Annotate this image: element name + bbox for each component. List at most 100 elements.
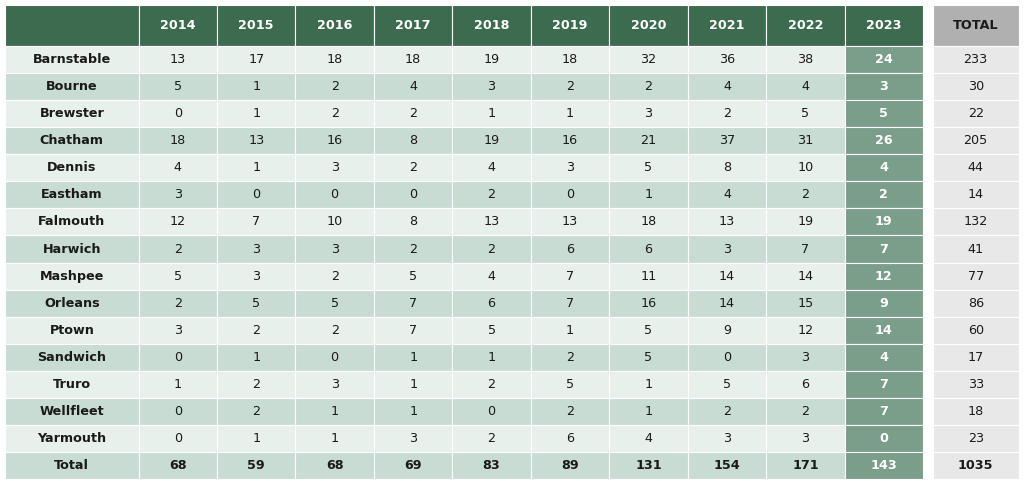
Bar [688,371,766,398]
Bar [453,127,530,154]
Text: 5: 5 [566,378,574,391]
Text: 2: 2 [487,188,496,201]
Text: Chatham: Chatham [40,134,103,147]
Bar [217,262,296,289]
Bar [374,46,453,73]
Bar [138,46,217,73]
Bar [609,317,688,344]
Text: 18: 18 [968,405,984,418]
Bar [5,398,138,425]
Text: 9: 9 [880,297,889,310]
Text: 3: 3 [802,351,810,364]
Text: 1: 1 [174,378,182,391]
Text: 9: 9 [723,324,731,337]
Bar [609,236,688,262]
Bar [609,5,688,46]
Bar [138,5,217,46]
Text: 7: 7 [409,297,417,310]
Text: 1: 1 [409,378,417,391]
Text: 3: 3 [174,188,182,201]
Text: 2021: 2021 [710,19,744,32]
Bar [845,73,924,100]
Text: 23: 23 [968,432,984,445]
Bar [688,182,766,209]
Bar [453,73,530,100]
Text: 1: 1 [409,405,417,418]
Text: 233: 233 [964,53,988,66]
Text: 4: 4 [174,161,181,174]
Bar [766,452,845,479]
Bar [609,262,688,289]
Bar [296,317,374,344]
Text: 10: 10 [798,161,814,174]
Text: 83: 83 [482,459,501,472]
Text: 41: 41 [968,242,984,256]
Bar [138,317,217,344]
Text: Yarmouth: Yarmouth [37,432,106,445]
Text: 1: 1 [566,107,574,120]
Text: 2: 2 [802,188,809,201]
Text: 3: 3 [487,80,496,93]
Bar [688,5,766,46]
Bar [766,262,845,289]
Text: 2015: 2015 [239,19,274,32]
Text: 14: 14 [798,270,813,283]
Bar [138,289,217,317]
Text: Harwich: Harwich [43,242,101,256]
Bar [138,262,217,289]
Text: 19: 19 [798,215,813,228]
Text: 12: 12 [170,215,185,228]
Text: 2: 2 [252,378,260,391]
Bar [845,452,924,479]
Bar [530,262,609,289]
Bar [530,127,609,154]
Bar [688,209,766,236]
Text: 19: 19 [483,134,500,147]
Text: 171: 171 [793,459,819,472]
Bar [296,209,374,236]
Bar [217,182,296,209]
Text: 6: 6 [802,378,809,391]
Bar [845,127,924,154]
Text: 1: 1 [252,351,260,364]
Text: 1035: 1035 [958,459,993,472]
Text: 12: 12 [798,324,813,337]
Text: TOTAL: TOTAL [953,19,998,32]
Text: 1: 1 [644,188,652,201]
Bar [766,154,845,182]
Bar [530,289,609,317]
Text: 16: 16 [562,134,579,147]
Bar [374,5,453,46]
Text: 36: 36 [719,53,735,66]
Text: Sandwich: Sandwich [37,351,106,364]
Bar [530,209,609,236]
Text: 1: 1 [252,161,260,174]
Text: 14: 14 [719,297,735,310]
Bar [933,236,1019,262]
Bar [138,344,217,371]
Bar [688,452,766,479]
Bar [688,398,766,425]
Bar [296,371,374,398]
Text: 13: 13 [248,134,264,147]
Bar [374,236,453,262]
Text: 0: 0 [174,351,182,364]
Bar [530,5,609,46]
Text: 5: 5 [644,161,652,174]
Bar [453,182,530,209]
Bar [217,236,296,262]
Bar [933,127,1019,154]
Text: 5: 5 [880,107,889,120]
Bar [766,46,845,73]
Bar [453,289,530,317]
Text: 77: 77 [968,270,984,283]
Text: 2017: 2017 [395,19,431,32]
Bar [609,452,688,479]
Bar [766,425,845,452]
Text: 2: 2 [566,80,574,93]
Text: 6: 6 [487,297,496,310]
Text: 2: 2 [174,297,181,310]
Text: 7: 7 [566,297,574,310]
Bar [609,209,688,236]
Bar [933,317,1019,344]
